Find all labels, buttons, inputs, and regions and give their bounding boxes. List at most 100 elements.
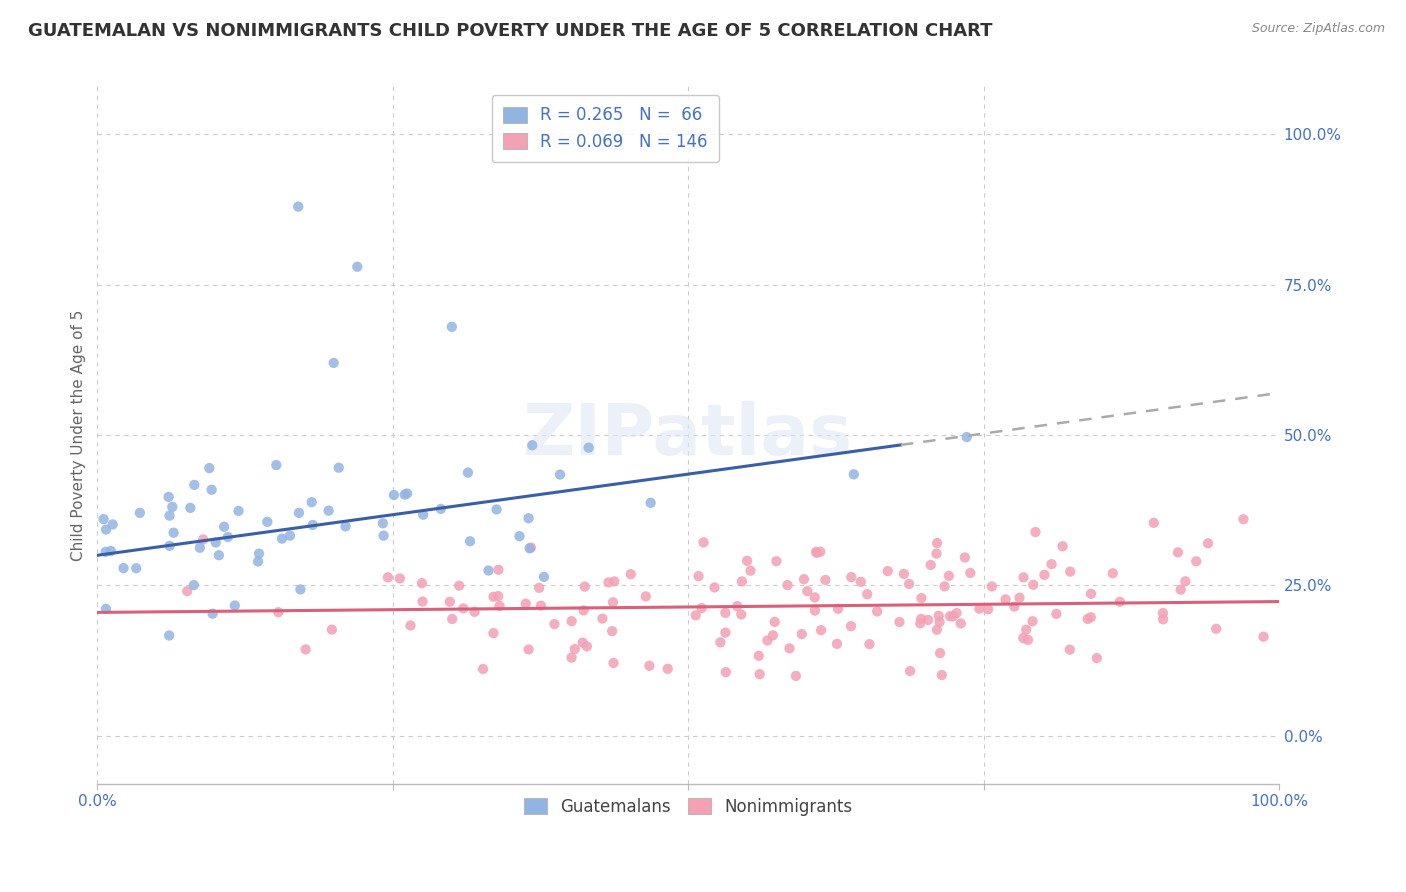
Point <box>765 554 787 568</box>
Point <box>1167 545 1189 559</box>
Point <box>201 483 224 497</box>
Point <box>1052 539 1074 553</box>
Point <box>162 500 184 514</box>
Point <box>328 460 350 475</box>
Point <box>730 607 752 622</box>
Point <box>1059 642 1081 657</box>
Point <box>488 563 510 577</box>
Point <box>929 646 952 660</box>
Point <box>763 615 786 629</box>
Point <box>1080 587 1102 601</box>
Point <box>858 637 880 651</box>
Point <box>508 529 530 543</box>
Point <box>247 554 270 568</box>
Point <box>714 606 737 620</box>
Point <box>1232 512 1254 526</box>
Point <box>956 430 979 444</box>
Point <box>412 508 434 522</box>
Point <box>1185 554 1208 568</box>
Point <box>318 503 340 517</box>
Point <box>321 623 343 637</box>
Point <box>486 589 509 603</box>
Point <box>1017 632 1039 647</box>
Point <box>530 599 553 613</box>
Point <box>527 581 550 595</box>
Point <box>685 608 707 623</box>
Point <box>1152 612 1174 626</box>
Point <box>934 579 956 593</box>
Point <box>910 616 932 631</box>
Point <box>440 319 463 334</box>
Point <box>377 570 399 584</box>
Point <box>748 667 770 681</box>
Point <box>519 541 541 556</box>
Point <box>969 601 991 615</box>
Point <box>477 564 499 578</box>
Point <box>942 609 965 624</box>
Point <box>709 635 731 649</box>
Point <box>93 512 115 526</box>
Point <box>1170 582 1192 597</box>
Point <box>876 564 898 578</box>
Point <box>267 605 290 619</box>
Point <box>290 582 312 597</box>
Point <box>453 601 475 615</box>
Point <box>740 564 762 578</box>
Point <box>94 602 117 616</box>
Point <box>520 541 543 555</box>
Point <box>949 616 972 631</box>
Point <box>725 599 748 614</box>
Point <box>224 599 246 613</box>
Point <box>287 200 309 214</box>
Legend: Guatemalans, Nonimmigrants: Guatemalans, Nonimmigrants <box>516 789 860 824</box>
Point <box>785 669 807 683</box>
Point <box>335 519 357 533</box>
Point <box>1012 631 1035 645</box>
Point <box>931 668 953 682</box>
Point <box>482 590 505 604</box>
Point <box>793 572 815 586</box>
Point <box>564 642 586 657</box>
Point <box>464 605 486 619</box>
Point <box>561 650 583 665</box>
Point <box>485 502 508 516</box>
Text: Source: ZipAtlas.com: Source: ZipAtlas.com <box>1251 22 1385 36</box>
Point <box>634 590 657 604</box>
Point <box>472 662 495 676</box>
Point <box>839 570 862 584</box>
Point <box>898 664 921 678</box>
Point <box>388 571 411 585</box>
Point <box>690 601 713 615</box>
Point <box>827 602 849 616</box>
Point <box>808 544 831 558</box>
Point <box>1040 558 1063 572</box>
Point <box>346 260 368 274</box>
Point <box>842 467 865 482</box>
Point <box>1033 567 1056 582</box>
Point <box>522 438 544 452</box>
Point <box>101 517 124 532</box>
Point <box>620 567 643 582</box>
Point <box>1109 595 1132 609</box>
Point <box>176 584 198 599</box>
Point <box>515 597 537 611</box>
Point <box>703 581 725 595</box>
Point <box>247 547 270 561</box>
Point <box>1152 606 1174 620</box>
Point <box>266 458 288 472</box>
Point <box>382 488 405 502</box>
Point <box>575 640 598 654</box>
Point <box>806 546 828 560</box>
Point <box>804 603 827 617</box>
Point <box>183 578 205 592</box>
Point <box>825 637 848 651</box>
Point <box>217 530 239 544</box>
Point <box>814 573 837 587</box>
Point <box>1101 566 1123 581</box>
Point <box>796 584 818 599</box>
Point <box>488 599 510 613</box>
Point <box>657 662 679 676</box>
Point <box>977 602 1000 616</box>
Point <box>893 566 915 581</box>
Point <box>598 575 620 590</box>
